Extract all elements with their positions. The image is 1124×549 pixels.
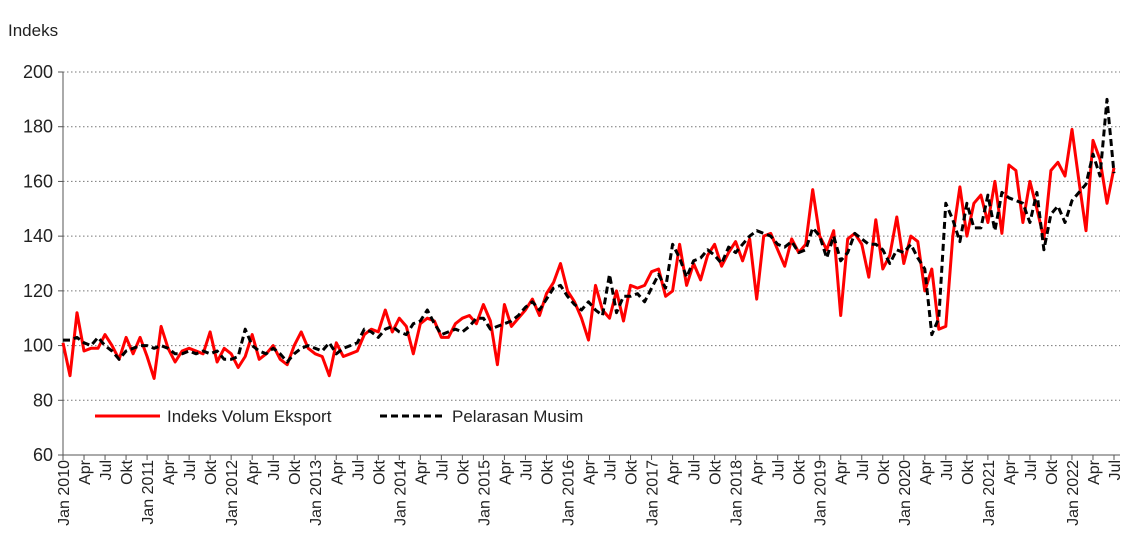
x-tick-label: Jan 2012: [224, 460, 241, 526]
x-tick-label: Jan 2020: [897, 460, 914, 526]
x-tick-label: Jan 2015: [476, 460, 493, 526]
x-tick-label: Apr: [77, 459, 94, 485]
x-tick-label: Jan 2014: [392, 460, 409, 526]
x-tick-label: Jul: [98, 460, 115, 480]
x-tick-label: Jul: [855, 460, 872, 480]
x-tick-label: Okt: [960, 459, 977, 484]
x-tick-label: Jul: [518, 460, 535, 480]
legend-label: Pelarasan Musim: [452, 407, 583, 426]
x-tick-label: Okt: [792, 459, 809, 484]
y-tick-label: 80: [33, 390, 53, 410]
y-tick-label: 180: [23, 117, 53, 137]
x-tick-label: Jan 2013: [308, 460, 325, 526]
y-tick-label: 100: [23, 336, 53, 356]
x-tick-label: Jan 2016: [560, 460, 577, 526]
series-line: [63, 97, 1116, 364]
x-tick-label: Apr: [834, 459, 851, 485]
x-tick-label: Jul: [350, 460, 367, 480]
series-line: [61, 127, 1116, 380]
x-tick-label: Jul: [434, 460, 451, 480]
x-tick-label: Okt: [708, 459, 725, 484]
legend-label: Indeks Volum Eksport: [167, 407, 332, 426]
x-tick-label: Apr: [497, 459, 514, 485]
x-tick-label: Jan 2022: [1065, 460, 1082, 526]
x-tick-label: Apr: [750, 459, 767, 485]
x-tick-label: Apr: [918, 459, 935, 485]
x-tick-label: Jul: [266, 460, 283, 480]
x-tick-label: Okt: [455, 459, 472, 484]
x-tick-label: Apr: [161, 459, 178, 485]
x-tick-label: Jul: [603, 460, 620, 480]
x-tick-label: Jul: [1023, 460, 1040, 480]
x-tick-label: Jul: [182, 460, 199, 480]
x-tick-label: Apr: [245, 459, 262, 485]
x-tick-label: Okt: [876, 459, 893, 484]
y-tick-label: 120: [23, 281, 53, 301]
x-tick-label: Jan 2017: [645, 460, 662, 526]
x-tick-label: Jul: [771, 460, 788, 480]
x-tick-label: Okt: [287, 459, 304, 484]
x-tick-label: Okt: [119, 459, 136, 484]
x-tick-label: Jan 2019: [813, 460, 830, 526]
y-tick-label: 60: [33, 445, 53, 465]
x-tick-label: Jul: [687, 460, 704, 480]
x-tick-label: Okt: [203, 459, 220, 484]
y-tick-label: 140: [23, 226, 53, 246]
x-tick-label: Okt: [371, 459, 388, 484]
x-tick-label: Apr: [1002, 459, 1019, 485]
y-axis-label: Indeks: [8, 21, 58, 40]
x-tick-label: Jan 2018: [729, 460, 746, 526]
x-tick-label: Jan 2011: [140, 460, 157, 525]
x-tick-label: Jul: [1107, 460, 1124, 480]
x-tick-label: Apr: [329, 459, 346, 485]
x-tick-label: Jul: [939, 460, 956, 480]
x-tick-label: Apr: [582, 459, 599, 485]
y-tick-label: 200: [23, 62, 53, 82]
x-tick-label: Apr: [1086, 459, 1103, 485]
x-tick-label: Okt: [539, 459, 556, 484]
x-tick-label: Apr: [666, 459, 683, 485]
x-tick-label: Jan 2010: [56, 460, 73, 526]
x-tick-label: Jan 2021: [981, 460, 998, 526]
y-tick-label: 160: [23, 171, 53, 191]
x-tick-label: Okt: [1044, 459, 1061, 484]
x-tick-label: Apr: [413, 459, 430, 485]
x-tick-label: Okt: [624, 459, 641, 484]
